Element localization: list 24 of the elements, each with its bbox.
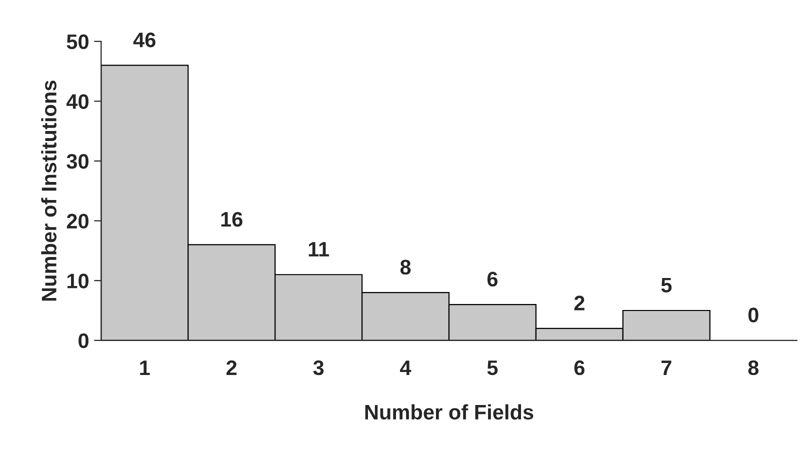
data-label: 16 [221, 212, 242, 227]
x-axis-title: Number of Fields [365, 404, 534, 420]
data-label: 6 [487, 272, 498, 287]
data-label: 11 [308, 242, 329, 256]
y-tick-label: 0 [78, 333, 88, 348]
data-label: 8 [400, 260, 411, 275]
y-axis-title: Number of Institutions [41, 80, 56, 301]
y-tick-label: 50 [66, 34, 88, 50]
x-tick-label: 3 [313, 360, 324, 376]
x-tick-label: 7 [662, 360, 672, 375]
y-tick-label: 10 [67, 274, 88, 288]
data-label: 5 [661, 278, 672, 292]
x-tick-label: 5 [487, 360, 498, 376]
x-tick-label: 2 [226, 360, 237, 375]
y-tick-label: 30 [66, 154, 88, 169]
x-tick-label: 8 [748, 360, 759, 376]
x-tick-label: 4 [400, 360, 412, 375]
x-tick-label: 6 [574, 360, 584, 376]
y-tick-label: 40 [66, 94, 88, 109]
x-tick-label: 1 [140, 360, 150, 375]
data-label: 2 [574, 296, 584, 310]
data-label: 46 [133, 32, 156, 48]
data-label: 0 [748, 308, 758, 322]
y-tick-label: 20 [66, 214, 88, 229]
